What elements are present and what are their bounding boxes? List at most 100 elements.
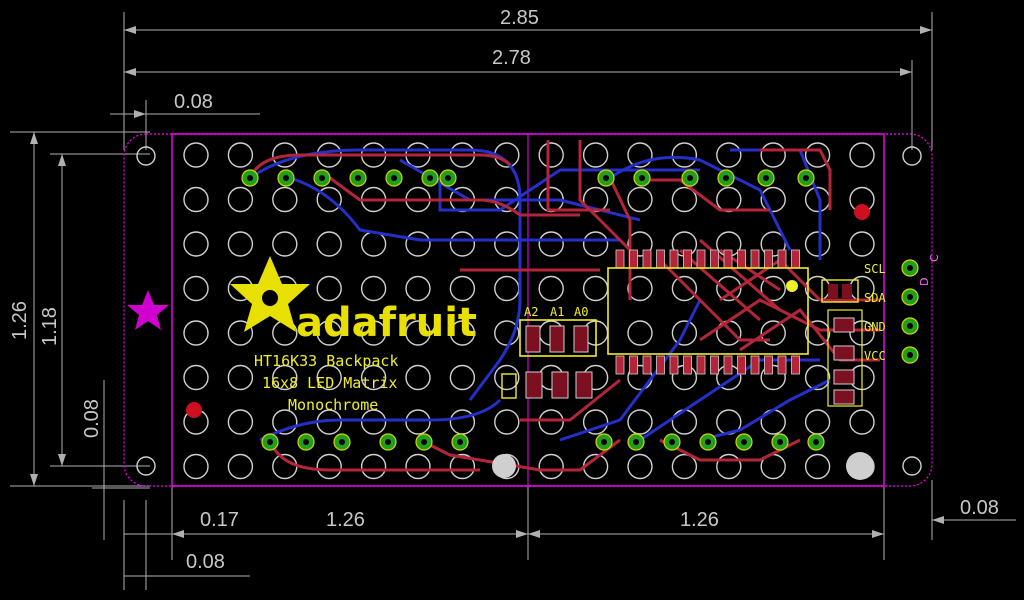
led-hole xyxy=(316,320,342,346)
header-pad xyxy=(735,433,753,451)
header-pad xyxy=(807,433,825,451)
dim-left-vertical-offset: 0.08 xyxy=(81,399,103,438)
ic-pin xyxy=(750,355,760,375)
ic-pin xyxy=(710,249,719,269)
led-hole xyxy=(316,453,342,480)
label-a1: A1 xyxy=(550,305,564,319)
led-hole xyxy=(405,364,431,391)
adafruit-logo-text: adafruit xyxy=(296,300,477,346)
ic-pin xyxy=(656,249,665,269)
label-side-d: D xyxy=(918,278,931,286)
ic-pin xyxy=(629,249,638,269)
led-hole xyxy=(716,186,742,213)
led-hole xyxy=(582,409,609,435)
ic-pin xyxy=(696,249,706,269)
ic-pin xyxy=(669,355,679,375)
header-pad xyxy=(379,433,397,451)
led-hole xyxy=(627,231,653,257)
fiducial-left xyxy=(186,402,202,418)
led-hole xyxy=(405,231,431,257)
dim-overall-height: 1.26 xyxy=(9,301,31,340)
led-hole xyxy=(183,275,209,302)
led-hole xyxy=(183,142,209,168)
ic-pin xyxy=(615,355,625,375)
led-hole xyxy=(538,231,564,257)
i2c-connector-pads xyxy=(821,259,919,407)
led-matrix-grid xyxy=(183,142,875,480)
led-hole xyxy=(449,275,476,302)
led-hole xyxy=(449,453,476,480)
header-pad xyxy=(595,433,613,451)
led-hole xyxy=(494,275,520,302)
led-hole xyxy=(804,409,831,435)
led-hole xyxy=(804,364,831,391)
ic-pin xyxy=(642,355,652,375)
led-hole xyxy=(360,275,387,302)
silk-line-3: Monochrome xyxy=(288,396,378,414)
led-hole xyxy=(716,453,742,480)
label-scl: SCL xyxy=(864,262,886,276)
dim-right-matrix-width: 1.26 xyxy=(680,509,719,531)
led-hole xyxy=(849,409,875,435)
led-hole xyxy=(804,453,831,480)
led-hole xyxy=(538,453,564,480)
ic-pin xyxy=(737,249,746,269)
ic-pin xyxy=(710,355,719,375)
led-hole xyxy=(538,409,564,435)
dim-inner-width: 2.78 xyxy=(492,47,531,69)
header-pad xyxy=(333,433,351,451)
led-hole xyxy=(538,275,564,302)
led-hole xyxy=(405,275,431,302)
led-hole xyxy=(405,409,431,435)
ic-pin xyxy=(737,355,746,375)
dim-bottom-right-offset: 0.08 xyxy=(960,497,999,519)
ic-pin xyxy=(683,249,692,269)
silk-line-1: HT16K33 Backpack xyxy=(254,352,399,370)
fiducial-top-right xyxy=(854,204,870,220)
led-hole xyxy=(671,453,698,480)
address-jumpers xyxy=(501,319,597,399)
dimension-lines xyxy=(10,12,1016,590)
silk-line-2: 16x8 LED Matrix xyxy=(262,374,397,392)
label-a0: A0 xyxy=(574,305,588,319)
led-hole xyxy=(671,275,698,302)
led-hole xyxy=(183,231,209,257)
led-hole xyxy=(449,231,476,257)
led-hole xyxy=(272,409,298,435)
led-hole xyxy=(183,186,209,213)
led-hole xyxy=(582,275,609,302)
led-hole xyxy=(671,186,698,213)
led-hole xyxy=(760,275,786,302)
fiducial-large xyxy=(846,452,874,480)
ic-pin xyxy=(669,249,679,269)
ic-pin xyxy=(777,249,787,269)
header-pad xyxy=(597,169,615,187)
ic-pin xyxy=(764,249,773,269)
led-hole xyxy=(849,231,875,257)
led-hole xyxy=(449,320,476,346)
header-pad xyxy=(349,169,367,187)
led-hole xyxy=(627,409,653,435)
header-pad xyxy=(451,433,469,451)
ic-pin xyxy=(750,249,760,269)
led-hole xyxy=(227,231,254,257)
header-pad xyxy=(633,169,651,187)
led-hole xyxy=(760,320,786,346)
led-hole xyxy=(183,453,209,480)
ic-pin xyxy=(723,249,733,269)
led-hole xyxy=(227,320,254,346)
led-hole xyxy=(227,142,254,168)
led-hole xyxy=(671,409,698,435)
label-sda: SDA xyxy=(864,291,886,305)
header-pad xyxy=(241,169,259,187)
ic-pin xyxy=(629,355,638,375)
header-pad xyxy=(663,433,681,451)
led-hole xyxy=(627,186,653,213)
led-hole xyxy=(804,142,831,168)
ic-pin xyxy=(683,355,692,375)
led-hole xyxy=(360,320,387,346)
led-hole xyxy=(449,409,476,435)
led-hole xyxy=(627,275,653,302)
led-hole xyxy=(538,142,564,168)
led-hole xyxy=(849,142,875,168)
